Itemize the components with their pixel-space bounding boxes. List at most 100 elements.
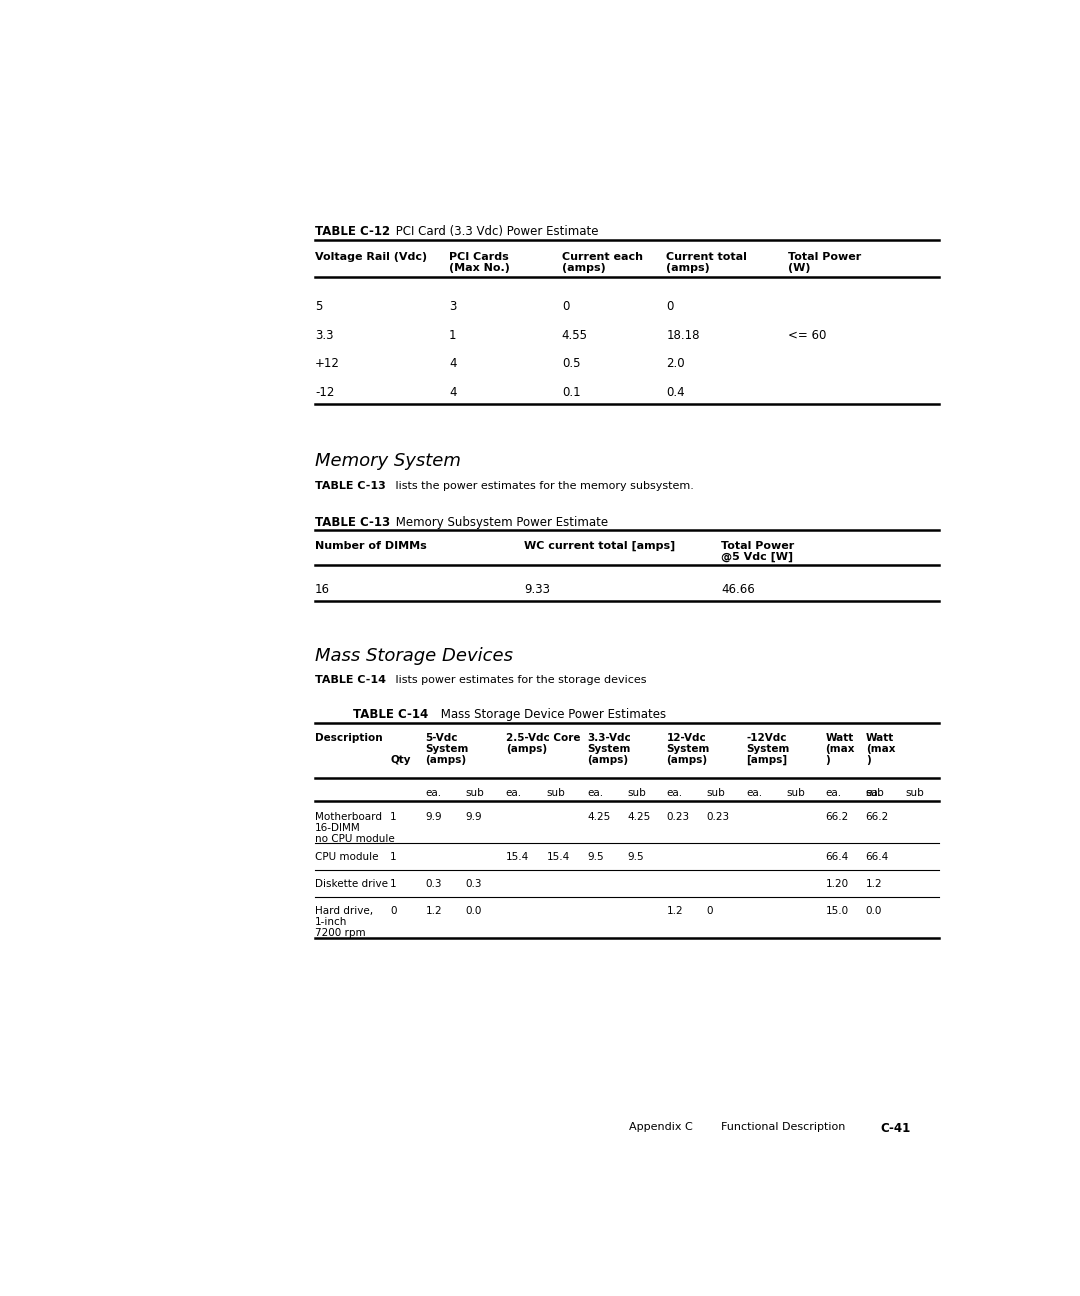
Text: 2.5-Vdc Core: 2.5-Vdc Core — [505, 734, 580, 743]
Text: ea.: ea. — [505, 788, 522, 798]
Text: <= 60: <= 60 — [788, 329, 826, 342]
Text: System: System — [746, 744, 789, 754]
Text: TABLE C-13: TABLE C-13 — [315, 516, 390, 529]
Text: Mass Storage Device Power Estimates: Mass Storage Device Power Estimates — [437, 709, 666, 722]
Text: sub: sub — [786, 788, 805, 798]
Text: 1.2: 1.2 — [866, 879, 882, 889]
Text: 9.9: 9.9 — [426, 813, 442, 823]
Text: sub: sub — [465, 788, 484, 798]
Text: C-41: C-41 — [880, 1122, 910, 1135]
Text: 16: 16 — [315, 583, 330, 596]
Text: ea.: ea. — [588, 788, 603, 798]
Text: Diskette drive: Diskette drive — [315, 879, 388, 889]
Text: Qty: Qty — [390, 754, 410, 765]
Text: sub: sub — [627, 788, 646, 798]
Text: (Max No.): (Max No.) — [449, 263, 510, 273]
Text: Current each: Current each — [562, 251, 643, 262]
Text: 3.3-Vdc: 3.3-Vdc — [588, 734, 631, 743]
Text: 1.2: 1.2 — [666, 906, 684, 916]
Text: lists the power estimates for the memory subsystem.: lists the power estimates for the memory… — [392, 481, 693, 491]
Text: (amps): (amps) — [562, 263, 606, 273]
Text: 5: 5 — [315, 301, 322, 314]
Text: sub: sub — [905, 788, 923, 798]
Text: ea.: ea. — [866, 788, 882, 798]
Text: (amps): (amps) — [666, 754, 707, 765]
Text: 1: 1 — [390, 879, 397, 889]
Text: 0.0: 0.0 — [866, 906, 882, 916]
Text: 15.0: 15.0 — [825, 906, 849, 916]
Text: 9.9: 9.9 — [465, 813, 483, 823]
Text: 66.2: 66.2 — [825, 813, 849, 823]
Text: 4.25: 4.25 — [588, 813, 610, 823]
Text: 1.2: 1.2 — [426, 906, 442, 916]
Text: 4: 4 — [449, 358, 457, 371]
Text: 5-Vdc: 5-Vdc — [426, 734, 458, 743]
Text: 0.3: 0.3 — [426, 879, 442, 889]
Text: 18.18: 18.18 — [666, 329, 700, 342]
Text: Description: Description — [315, 734, 382, 743]
Text: Mass Storage Devices: Mass Storage Devices — [315, 647, 513, 665]
Text: Memory Subsystem Power Estimate: Memory Subsystem Power Estimate — [392, 516, 608, 529]
Text: (amps): (amps) — [426, 754, 467, 765]
Text: 4.25: 4.25 — [627, 813, 650, 823]
Text: 4: 4 — [449, 386, 457, 399]
Text: (amps): (amps) — [505, 744, 546, 754]
Text: 66.4: 66.4 — [866, 853, 889, 862]
Text: 1.20: 1.20 — [825, 879, 849, 889]
Text: Appendix C: Appendix C — [629, 1122, 692, 1131]
Text: TABLE C-14: TABLE C-14 — [315, 675, 386, 686]
Text: 0.23: 0.23 — [666, 813, 690, 823]
Text: (amps): (amps) — [666, 263, 711, 273]
Text: 2.0: 2.0 — [666, 358, 685, 371]
Text: Functional Description: Functional Description — [721, 1122, 846, 1131]
Text: +12: +12 — [315, 358, 340, 371]
Text: ea.: ea. — [825, 788, 841, 798]
Text: 4.55: 4.55 — [562, 329, 588, 342]
Text: 0.23: 0.23 — [706, 813, 730, 823]
Text: Number of DIMMs: Number of DIMMs — [315, 540, 427, 551]
Text: Total Power: Total Power — [721, 540, 794, 551]
Text: Memory System: Memory System — [315, 452, 461, 470]
Text: 1-inch: 1-inch — [315, 918, 348, 927]
Text: System: System — [588, 744, 631, 754]
Text: (W): (W) — [788, 263, 810, 273]
Text: 0: 0 — [390, 906, 396, 916]
Text: Motherboard: Motherboard — [315, 813, 382, 823]
Text: 16-DIMM: 16-DIMM — [315, 823, 361, 833]
Text: 15.4: 15.4 — [505, 853, 529, 862]
Text: 9.5: 9.5 — [588, 853, 604, 862]
Text: 3: 3 — [449, 301, 456, 314]
Text: 0.3: 0.3 — [465, 879, 482, 889]
Text: 0.0: 0.0 — [465, 906, 482, 916]
Text: ): ) — [825, 754, 831, 765]
Text: [amps]: [amps] — [746, 754, 787, 765]
Text: ea.: ea. — [666, 788, 683, 798]
Text: Watt: Watt — [825, 734, 854, 743]
Text: (max: (max — [866, 744, 895, 754]
Text: Current total: Current total — [666, 251, 747, 262]
Text: System: System — [666, 744, 710, 754]
Text: 0.4: 0.4 — [666, 386, 685, 399]
Text: 0.5: 0.5 — [562, 358, 580, 371]
Text: sub: sub — [546, 788, 566, 798]
Text: sub: sub — [866, 788, 885, 798]
Text: Watt: Watt — [866, 734, 894, 743]
Text: -12: -12 — [315, 386, 335, 399]
Text: -12Vdc: -12Vdc — [746, 734, 786, 743]
Text: ): ) — [866, 754, 870, 765]
Text: 15.4: 15.4 — [546, 853, 570, 862]
Text: Hard drive,: Hard drive, — [315, 906, 373, 916]
Text: no CPU module: no CPU module — [315, 833, 394, 844]
Text: TABLE C-12: TABLE C-12 — [315, 224, 390, 238]
Text: lists power estimates for the storage devices: lists power estimates for the storage de… — [392, 675, 647, 686]
Text: 3.3: 3.3 — [315, 329, 334, 342]
Text: 12-Vdc: 12-Vdc — [666, 734, 706, 743]
Text: ea.: ea. — [426, 788, 442, 798]
Text: 66.2: 66.2 — [866, 813, 889, 823]
Text: 0.1: 0.1 — [562, 386, 580, 399]
Text: 1: 1 — [390, 813, 397, 823]
Text: System: System — [426, 744, 469, 754]
Text: (amps): (amps) — [588, 754, 629, 765]
Text: CPU module: CPU module — [315, 853, 378, 862]
Text: 1: 1 — [390, 853, 397, 862]
